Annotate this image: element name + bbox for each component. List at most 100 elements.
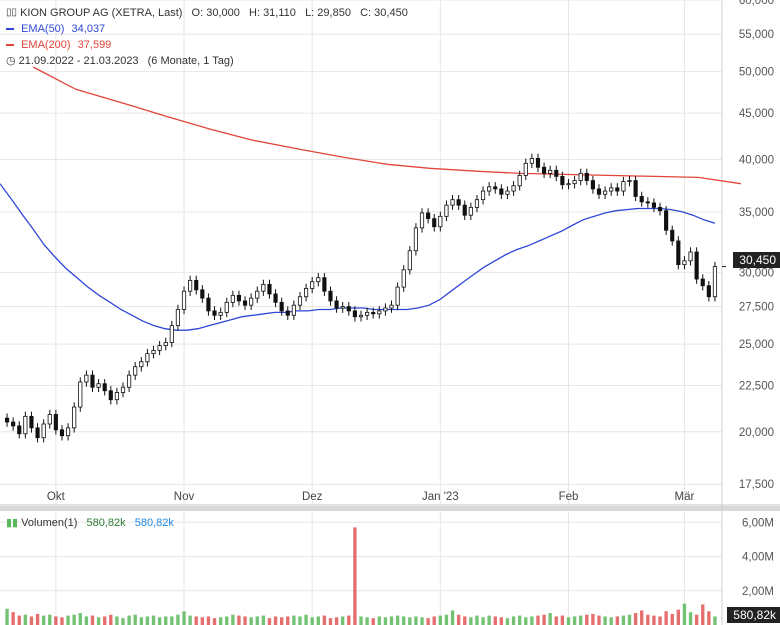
volume-bar	[200, 617, 205, 625]
y-tick-label: 27,500	[739, 302, 774, 314]
candle-body	[188, 279, 193, 292]
candle-body	[560, 176, 565, 186]
candle-body	[200, 289, 205, 299]
candle-body	[151, 350, 156, 355]
candle-body	[474, 199, 480, 208]
volume-bar	[188, 615, 192, 625]
candle-body	[47, 414, 52, 425]
candle-body	[218, 311, 223, 316]
y-tick-label: 20,000	[739, 427, 774, 439]
volume-bar	[646, 614, 650, 625]
volume-bar	[72, 614, 76, 625]
candle-body	[499, 188, 504, 195]
candle-body	[438, 215, 443, 228]
volume-bar	[48, 614, 52, 625]
range-label: 21.09.2022 - 21.03.2023	[18, 55, 139, 68]
ema200-swatch	[6, 44, 14, 47]
volume-bar	[359, 616, 363, 625]
volume-bar	[255, 616, 259, 625]
volume-bar	[432, 616, 436, 625]
candle-body	[145, 353, 150, 363]
volume-value-2: 580,82k	[134, 517, 174, 530]
candle-body	[322, 277, 327, 292]
volume-bar	[35, 613, 40, 625]
candle-body	[572, 180, 577, 185]
candle-body	[548, 169, 553, 174]
volume-bar	[304, 614, 308, 625]
volume-bar	[298, 616, 302, 625]
volume-bar	[395, 615, 400, 625]
candle-body	[224, 301, 229, 313]
range-span: (6 Monate, 1 Tag)	[147, 55, 234, 68]
volume-bar	[426, 618, 430, 625]
volume-bar	[579, 615, 583, 625]
legend-ema50: EMA(50) 34,037	[6, 22, 105, 36]
volume-bar	[383, 617, 388, 625]
volume-bar	[640, 610, 644, 625]
volume-bar	[279, 617, 284, 625]
y-tick-label: 45,000	[739, 108, 774, 120]
x-tick-label: Jan '23	[422, 491, 459, 503]
volume-bar	[90, 615, 95, 625]
volume-bar	[609, 617, 613, 625]
candle-body	[328, 290, 333, 302]
volume-bar	[353, 527, 357, 625]
pane-divider	[0, 506, 780, 511]
candle-body	[566, 183, 571, 186]
volume-bar	[96, 617, 101, 625]
candle-body	[523, 162, 528, 176]
volume-bar	[5, 608, 9, 625]
volume-bar	[560, 615, 565, 625]
candle-body	[139, 361, 144, 368]
volume-bar	[322, 615, 327, 625]
volume-bar	[194, 616, 198, 625]
candle-body	[175, 309, 181, 327]
volume-bar	[237, 615, 241, 625]
volume-bar	[365, 617, 369, 625]
volume-bar	[164, 616, 168, 625]
volume-bar	[694, 614, 699, 625]
volume-bar	[157, 617, 162, 625]
candle-body	[670, 229, 675, 242]
volume-bar	[469, 617, 473, 625]
volume-bar	[414, 616, 418, 625]
candle-body	[621, 181, 626, 192]
volume-bar	[292, 615, 296, 625]
candle-body	[261, 283, 266, 292]
volume-pane	[0, 512, 780, 625]
ema200-label: EMA(200)	[21, 39, 71, 52]
volume-bar	[713, 616, 717, 625]
volume-bar	[707, 611, 711, 625]
volume-bar	[585, 614, 589, 625]
candle-body	[657, 206, 663, 212]
candle-body	[413, 227, 419, 252]
candle-body	[96, 383, 101, 388]
legend-ema200: EMA(200) 37,599	[6, 38, 111, 52]
candle-body	[609, 187, 614, 192]
candle-body	[603, 190, 608, 195]
candle-body	[450, 199, 455, 206]
ema50-line	[0, 183, 716, 331]
candle-body	[181, 290, 187, 310]
volume-bar	[109, 614, 113, 625]
volume-bar	[347, 615, 351, 625]
candle-body	[688, 251, 693, 262]
volume-bar	[517, 615, 522, 625]
y-tick-label: 40,000	[739, 154, 774, 166]
volume-bar	[621, 615, 626, 625]
legend-volume: ▮▮ Volumen(1) 580,82k 580,82k	[6, 516, 174, 530]
volume-bar	[182, 611, 186, 625]
candle-body	[554, 169, 559, 177]
volume-bar	[84, 616, 89, 625]
candle-body	[615, 187, 620, 192]
candle-body	[17, 425, 22, 435]
symbol-label: KION GROUP AG (XETRA, Last)	[20, 7, 183, 20]
volume-bar	[658, 616, 662, 625]
volume-bar	[487, 615, 491, 625]
candle-body	[700, 278, 705, 287]
volume-bar	[170, 616, 174, 625]
candle-body	[493, 186, 498, 190]
volume-bar	[597, 615, 601, 625]
candle-body	[401, 269, 406, 288]
candle-body	[468, 206, 473, 216]
